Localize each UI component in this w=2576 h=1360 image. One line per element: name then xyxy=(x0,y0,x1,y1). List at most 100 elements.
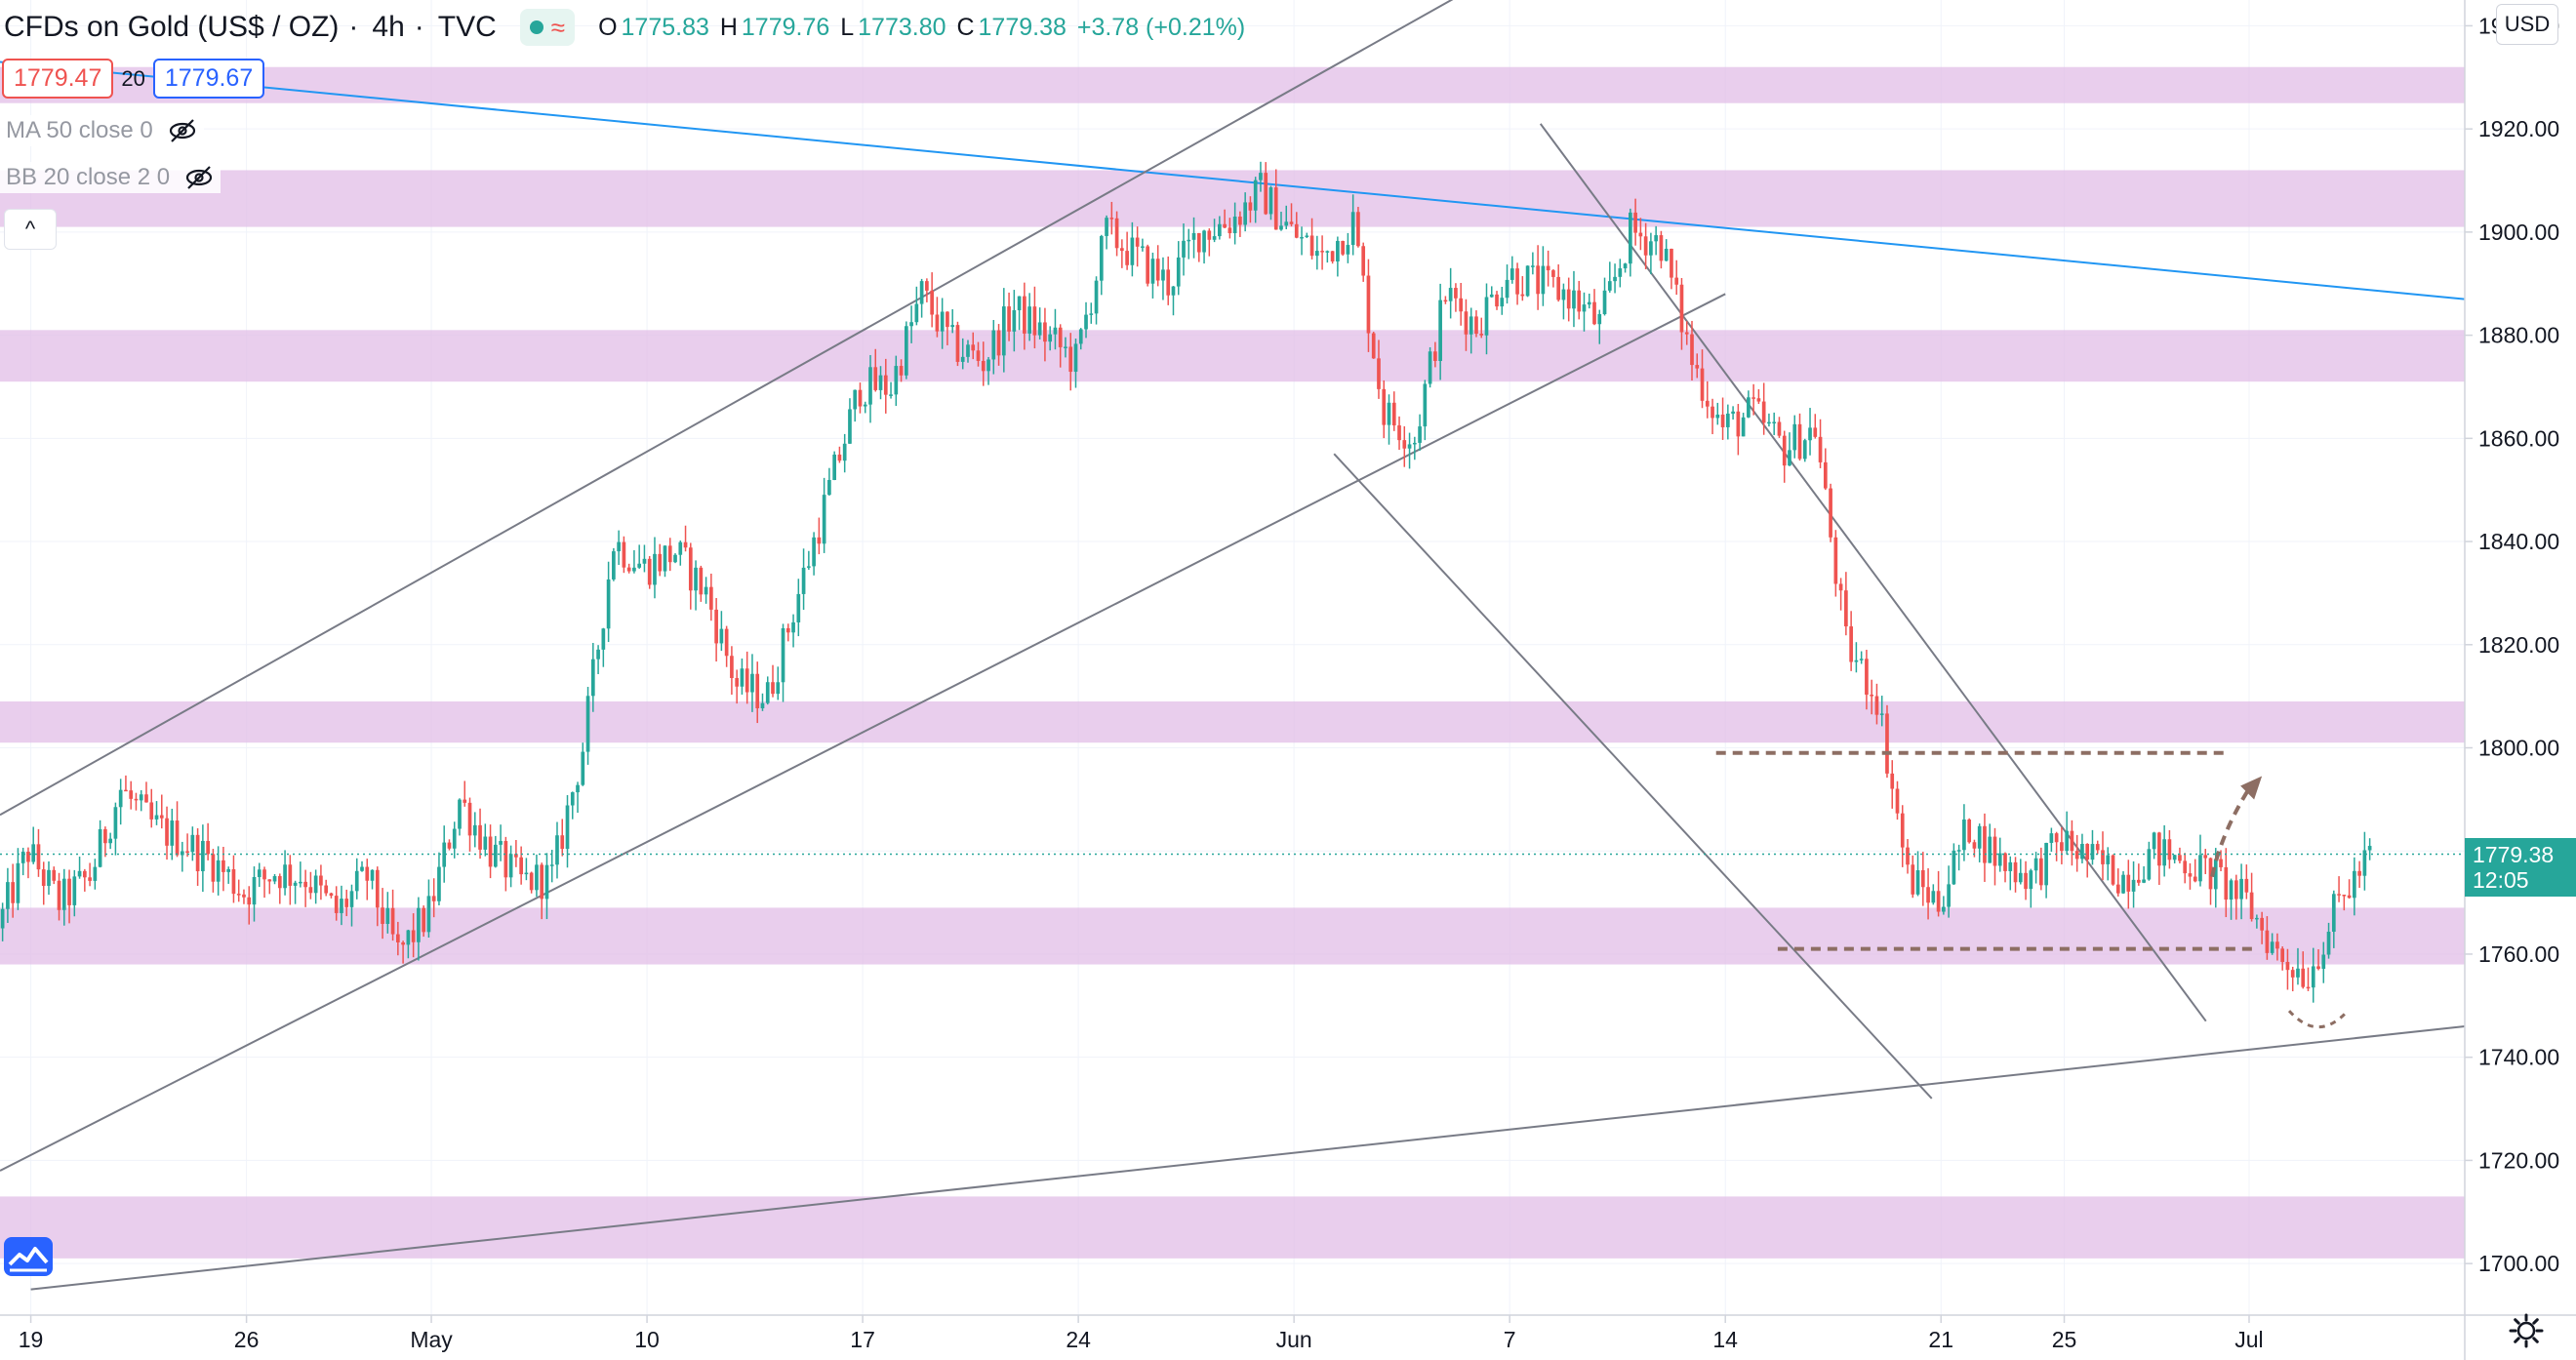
candle-down xyxy=(2203,849,2208,875)
candle-body xyxy=(2331,894,2336,933)
candle-up xyxy=(781,623,785,702)
candle-down xyxy=(1736,404,1741,456)
hidden-eye-icon[interactable] xyxy=(167,117,198,144)
candle-body xyxy=(1833,537,1838,584)
candle-body xyxy=(730,656,734,679)
candle-body xyxy=(1777,421,1782,436)
candle-body xyxy=(2285,961,2290,971)
candle-up xyxy=(535,854,539,898)
candle-down xyxy=(231,855,236,903)
candle-down xyxy=(1207,228,1212,257)
hidden-eye-icon[interactable] xyxy=(183,164,215,191)
market-status-badge[interactable]: ≈ xyxy=(519,9,576,46)
candle-body xyxy=(1920,870,1925,888)
candle-up xyxy=(617,530,621,566)
candle-down xyxy=(324,879,329,897)
candle-body xyxy=(2044,842,2048,886)
candle-up xyxy=(2331,890,2336,948)
candle-up xyxy=(1654,225,1658,256)
candle-body xyxy=(1068,346,1073,373)
candle-down xyxy=(1906,839,1910,874)
candle-body xyxy=(1551,270,1555,277)
candle-body xyxy=(1078,329,1083,344)
candle-up xyxy=(776,666,781,700)
candle-up xyxy=(1931,884,1936,905)
projection-arrow xyxy=(2210,782,2254,878)
candle-up xyxy=(878,366,883,400)
candle-up xyxy=(1305,232,1309,239)
candle-up xyxy=(1150,252,1155,299)
candle-body xyxy=(663,545,667,572)
candle-body xyxy=(1618,268,1623,277)
sell-price-button[interactable]: 1779.47 xyxy=(2,59,114,99)
candle-down xyxy=(2167,829,2172,869)
candle-down xyxy=(1273,169,1278,230)
candle-body xyxy=(1915,870,1920,895)
trendlines xyxy=(0,0,2466,1291)
candle-up xyxy=(565,795,570,868)
candle-body xyxy=(1772,421,1777,423)
candle-down xyxy=(683,525,688,552)
candle-body xyxy=(1829,488,1832,538)
candle-body xyxy=(2219,859,2223,867)
candle-body xyxy=(914,303,919,323)
candle-up xyxy=(1350,194,1355,256)
candle-up xyxy=(1001,288,1006,373)
candle-body xyxy=(1541,265,1546,295)
candle-down xyxy=(1397,416,1401,451)
candle-up xyxy=(1407,432,1412,469)
candle-body xyxy=(822,495,826,544)
candle-body xyxy=(1761,401,1766,423)
candle-body xyxy=(1330,251,1335,261)
candle-body xyxy=(1135,237,1140,247)
candle-up xyxy=(1947,865,1951,918)
candle-body xyxy=(899,366,904,376)
candle-up xyxy=(293,880,298,904)
candle-up xyxy=(1099,234,1104,296)
candle-body xyxy=(683,541,688,548)
candle-body xyxy=(590,659,595,697)
candle-up xyxy=(1171,286,1176,316)
tradingview-logo-icon[interactable] xyxy=(4,1237,53,1276)
gear-icon[interactable] xyxy=(2508,1312,2545,1349)
candle-down xyxy=(1515,262,1519,305)
candle-up xyxy=(1089,302,1094,324)
collapse-legend-button[interactable]: ^ xyxy=(4,209,57,250)
candle-body xyxy=(765,682,770,703)
candle-body xyxy=(370,869,375,881)
candle-down xyxy=(1402,425,1407,467)
candle-body xyxy=(1520,294,1525,297)
interval-label[interactable]: 4h xyxy=(372,11,405,43)
candle-body xyxy=(206,840,210,855)
candle-body xyxy=(1597,313,1602,325)
indicator-bb20[interactable]: BB 20 close 2 0 xyxy=(0,162,221,193)
buy-price-button[interactable]: 1779.67 xyxy=(152,59,265,99)
candle-body xyxy=(129,790,134,799)
candle-down xyxy=(724,625,729,667)
candle-body xyxy=(175,820,180,856)
candle-body xyxy=(585,696,590,752)
candle-down xyxy=(1633,198,1637,246)
candle-body xyxy=(190,834,195,853)
candle-body xyxy=(704,586,708,595)
candle-body xyxy=(1720,414,1725,427)
currency-button[interactable]: USD xyxy=(2496,4,2558,45)
candle-body xyxy=(1037,322,1042,336)
candle-down xyxy=(1125,231,1129,270)
candle-body xyxy=(1320,251,1324,253)
indicator-ma50[interactable]: MA 50 close 0 xyxy=(0,115,204,146)
candle-down xyxy=(2224,848,2229,918)
symbol-title[interactable]: CFDs on Gold (US$ / OZ) xyxy=(4,11,340,43)
candle-body xyxy=(472,824,477,836)
candle-up xyxy=(113,802,118,856)
candle-down xyxy=(2126,860,2131,909)
candle-down xyxy=(2188,862,2193,890)
candle-body xyxy=(2147,849,2152,880)
candle-body xyxy=(1515,268,1519,295)
candle-body xyxy=(991,330,996,360)
candle-up xyxy=(832,451,836,481)
candle-down xyxy=(375,866,380,927)
rising-channel-upper xyxy=(0,0,1454,817)
candle-body xyxy=(873,367,878,390)
